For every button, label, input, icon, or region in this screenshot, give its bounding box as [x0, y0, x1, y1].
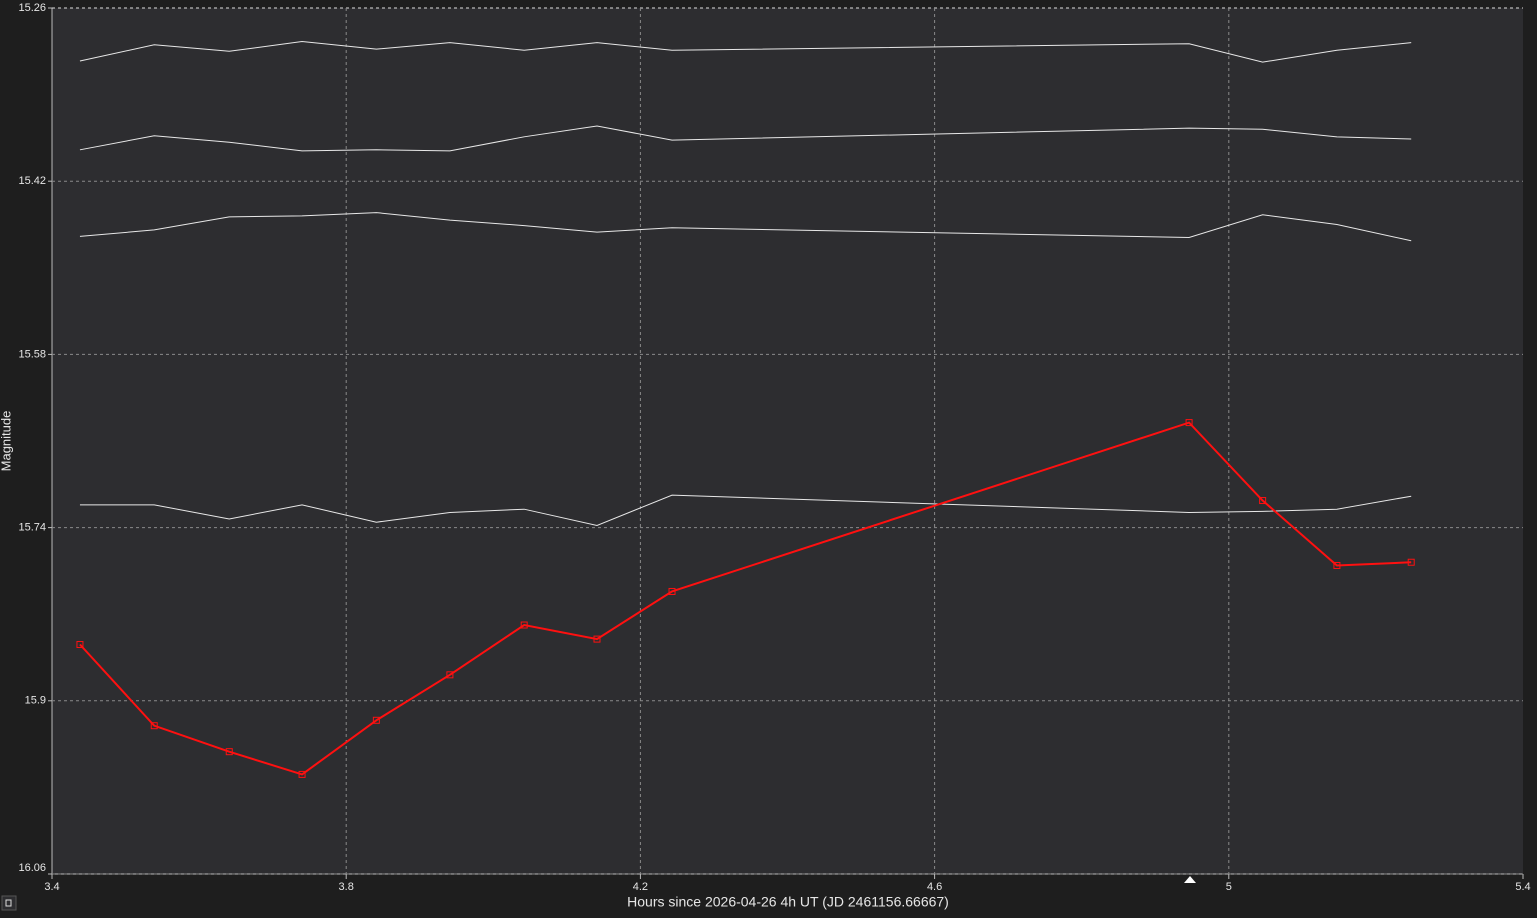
series-line: [79, 125, 1412, 152]
x-tick-label: 3.8: [339, 881, 354, 893]
y-tick-label: 16.06: [18, 862, 46, 874]
x-tick-label: 5: [1226, 881, 1232, 893]
corner-button-icon: [5, 899, 12, 907]
data-point: [225, 748, 233, 756]
series-line: [79, 41, 1412, 63]
series-line: [79, 421, 1412, 776]
y-tick-label: 15.58: [18, 348, 46, 360]
cursor-marker: [1184, 876, 1196, 883]
y-tick-label: 15.42: [18, 175, 46, 187]
data-point: [372, 716, 380, 724]
corner-button[interactable]: [1, 895, 17, 911]
data-point: [593, 635, 601, 643]
data-point: [446, 671, 454, 679]
data-point: [1185, 419, 1193, 427]
y-axis-label: Magnitude: [0, 411, 13, 472]
x-tick-label: 4.2: [633, 881, 648, 893]
data-point: [76, 641, 84, 649]
y-tick-label: 15.74: [18, 522, 46, 534]
data-point: [298, 770, 306, 778]
y-tick-label: 15.26: [18, 2, 46, 14]
data-point: [1333, 561, 1341, 569]
x-tick-label: 5.4: [1515, 881, 1530, 893]
data-point: [668, 587, 676, 595]
data-point: [150, 722, 158, 730]
x-axis-label: Hours since 2026-04-26 4h UT (JD 2461156…: [627, 894, 949, 910]
y-tick-label: 15.9: [25, 695, 46, 707]
series-line: [79, 494, 1412, 526]
x-tick-label: 4.6: [927, 881, 942, 893]
series-line: [79, 212, 1412, 242]
data-point: [520, 621, 528, 629]
plot-area: [52, 8, 1523, 874]
data-point: [1407, 558, 1415, 566]
data-point: [1259, 497, 1267, 505]
x-tick-label: 3.4: [44, 881, 59, 893]
